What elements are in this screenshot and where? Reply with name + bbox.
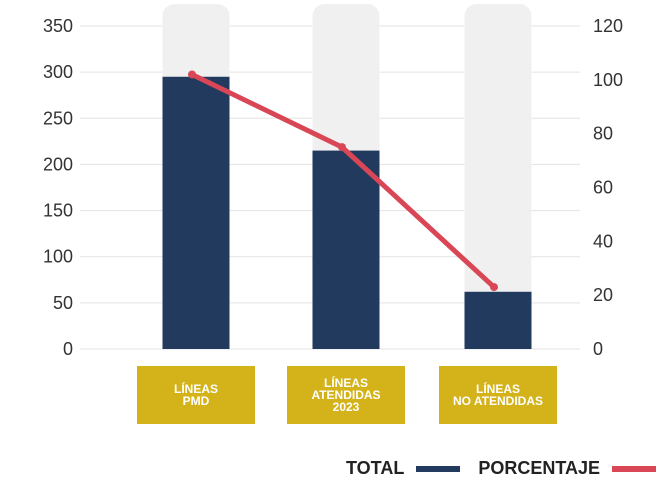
left-axis-tick-label: 150	[43, 201, 73, 221]
category-label: LÍNEAS NO ATENDIDAS	[453, 382, 543, 408]
right-axis-tick-label: 80	[593, 124, 613, 144]
category-label-box: LÍNEAS PMD	[137, 366, 255, 424]
right-axis-tick-label: 0	[593, 339, 603, 359]
legend: TOTAL PORCENTAJE	[346, 458, 656, 479]
legend-total-swatch	[416, 465, 461, 472]
category-label-box: LÍNEAS NO ATENDIDAS	[439, 366, 557, 424]
line-point	[338, 143, 346, 152]
category-label: LÍNEAS ATENDIDAS 2023	[311, 376, 381, 414]
bar-background	[464, 4, 532, 349]
chart-canvas: 0 50 100 150 200 250 300 350 0 20 40 60 80 100 120	[43, 4, 623, 359]
bar-total	[312, 150, 380, 349]
line-point	[188, 70, 196, 79]
bar-total	[464, 291, 532, 349]
left-axis-tick-label: 0	[63, 339, 73, 359]
right-axis-tick-label: 120	[593, 16, 623, 36]
legend-porcentaje-swatch	[612, 465, 656, 472]
right-axis-tick-label: 20	[593, 285, 613, 305]
right-axis-tick-label: 100	[593, 70, 623, 90]
left-axis-tick-label: 300	[43, 62, 73, 82]
left-axis-tick-label: 50	[53, 293, 73, 313]
bar-total	[162, 76, 230, 349]
right-axis-tick-label: 60	[593, 178, 613, 198]
line-point	[490, 283, 498, 292]
left-axis-tick-label: 100	[43, 247, 73, 267]
left-axis-tick-label: 200	[43, 154, 73, 174]
category-label-box: LÍNEAS ATENDIDAS 2023	[287, 366, 405, 424]
left-axis-tick-label: 350	[43, 16, 73, 36]
legend-porcentaje-label: PORCENTAJE	[478, 458, 600, 478]
left-axis-tick-label: 250	[43, 108, 73, 128]
right-axis-tick-label: 40	[593, 231, 613, 251]
legend-total-label: TOTAL	[345, 458, 405, 478]
category-label: LÍNEAS PMD	[173, 382, 218, 408]
